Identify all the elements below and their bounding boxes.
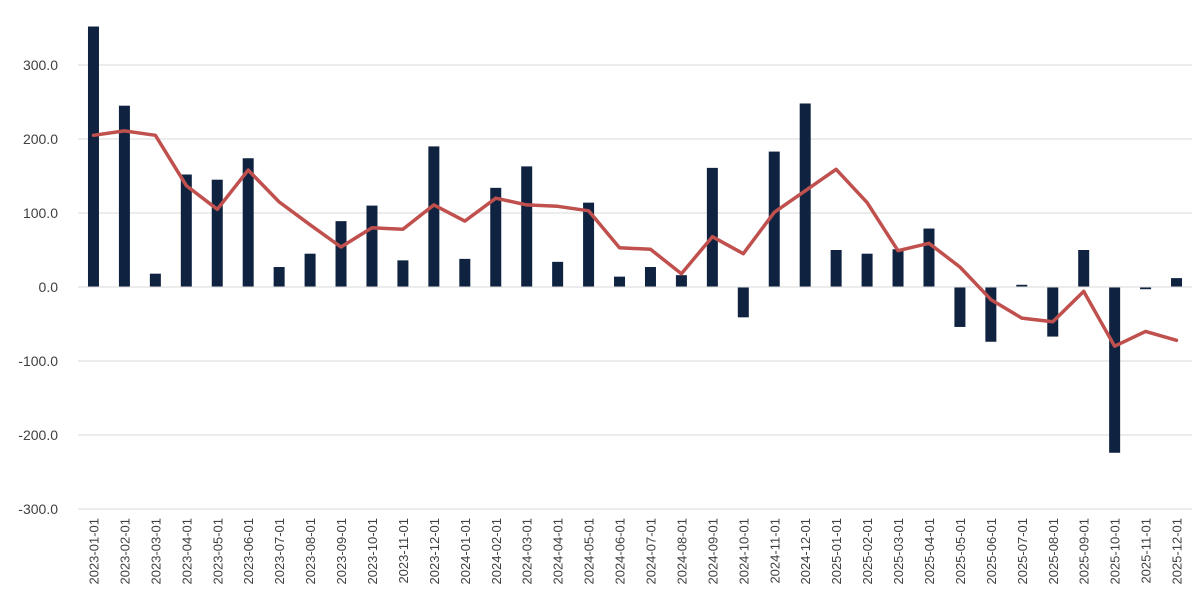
x-tick-label: 2025-03-01 [891,518,906,585]
x-tick-label: 2025-12-01 [1170,518,1185,585]
bar [830,250,842,287]
bar [1047,287,1059,337]
x-tick-label: 2023-06-01 [241,518,256,585]
bar [768,151,780,287]
x-tick-label: 2025-10-01 [1108,518,1123,585]
bar [273,267,285,287]
x-tick-label: 2024-06-01 [613,518,628,585]
x-tick-label: 2023-12-01 [427,518,442,585]
bar [521,166,533,287]
x-tick-label: 2023-01-01 [86,518,101,585]
x-tick-label: 2024-05-01 [582,518,597,585]
bar [923,228,935,287]
x-tick-label: 2025-04-01 [922,518,937,585]
line-series [91,129,1179,348]
bar [397,260,409,287]
bar [87,26,99,288]
bar [552,261,564,287]
gridlines [78,64,1192,510]
x-tick-label: 2023-11-01 [396,518,411,584]
x-tick-label: 2025-01-01 [829,518,844,585]
x-tick-label: 2024-03-01 [520,518,535,585]
bar [706,167,718,287]
x-tick-label: 2025-05-01 [953,518,968,585]
bar [644,267,656,287]
bar [304,253,316,287]
bar [1078,250,1090,287]
bar [149,273,161,287]
y-tick-label: 100.0 [23,205,58,221]
x-tick-label: 2025-08-01 [1046,518,1061,585]
bar [366,205,378,287]
y-tick-label: -300.0 [18,501,58,517]
x-tick-label: 2025-11-01 [1139,518,1154,584]
bar [1016,284,1028,287]
bar [861,253,873,287]
x-tick-label: 2025-07-01 [1015,518,1030,585]
bar [211,179,223,287]
x-tick-label: 2025-09-01 [1077,518,1092,585]
bar-series [87,26,1183,453]
x-tick-label: 2024-01-01 [458,518,473,585]
bar [954,287,966,327]
x-tick-label: 2024-04-01 [551,518,566,585]
bar [118,105,130,287]
x-tick-label: 2023-08-01 [303,518,318,585]
x-tick-label: 2024-02-01 [489,518,504,585]
bar [428,146,440,287]
bar [583,202,595,287]
bar [737,287,749,318]
x-tick-label: 2023-05-01 [210,518,225,585]
x-tick-label: 2024-09-01 [705,518,720,585]
y-tick-label: 0.0 [39,279,59,295]
bar [892,249,904,287]
x-tick-label: 2024-12-01 [798,518,813,585]
bar [335,221,347,287]
x-tick-label: 2024-07-01 [643,518,658,585]
y-tick-label: -200.0 [18,427,58,443]
x-tick-label: 2023-03-01 [148,518,163,585]
y-tick-label: 200.0 [23,131,58,147]
bar [180,174,192,287]
y-axis-tick-labels: -300.0 -200.0 -100.0 0.0 100.0 200.0 300.0 [18,57,58,517]
x-tick-label: 2025-06-01 [984,518,999,585]
bar [985,287,997,342]
y-tick-label: -100.0 [18,353,58,369]
x-axis-tick-labels: 2023-01-01 2023-02-01 2023-03-01 2023-04-01… [86,518,1184,585]
bar [1171,278,1183,287]
y-tick-label: 300.0 [23,57,58,73]
x-tick-label: 2024-08-01 [674,518,689,585]
bar [614,276,626,287]
bar [459,258,471,287]
bar [1109,287,1121,453]
x-tick-label: 2023-09-01 [334,518,349,585]
bar [490,187,502,287]
bar [242,158,254,287]
bar [675,275,687,287]
bar [799,103,811,287]
x-tick-label: 2023-10-01 [365,518,380,585]
bar [1140,287,1152,290]
x-tick-label: 2024-10-01 [736,518,751,585]
x-tick-label: 2025-02-01 [860,518,875,585]
x-tick-label: 2023-02-01 [117,518,132,585]
x-tick-label: 2023-07-01 [272,518,287,585]
x-tick-label: 2024-11-01 [767,518,782,584]
x-tick-label: 2023-04-01 [179,518,194,585]
